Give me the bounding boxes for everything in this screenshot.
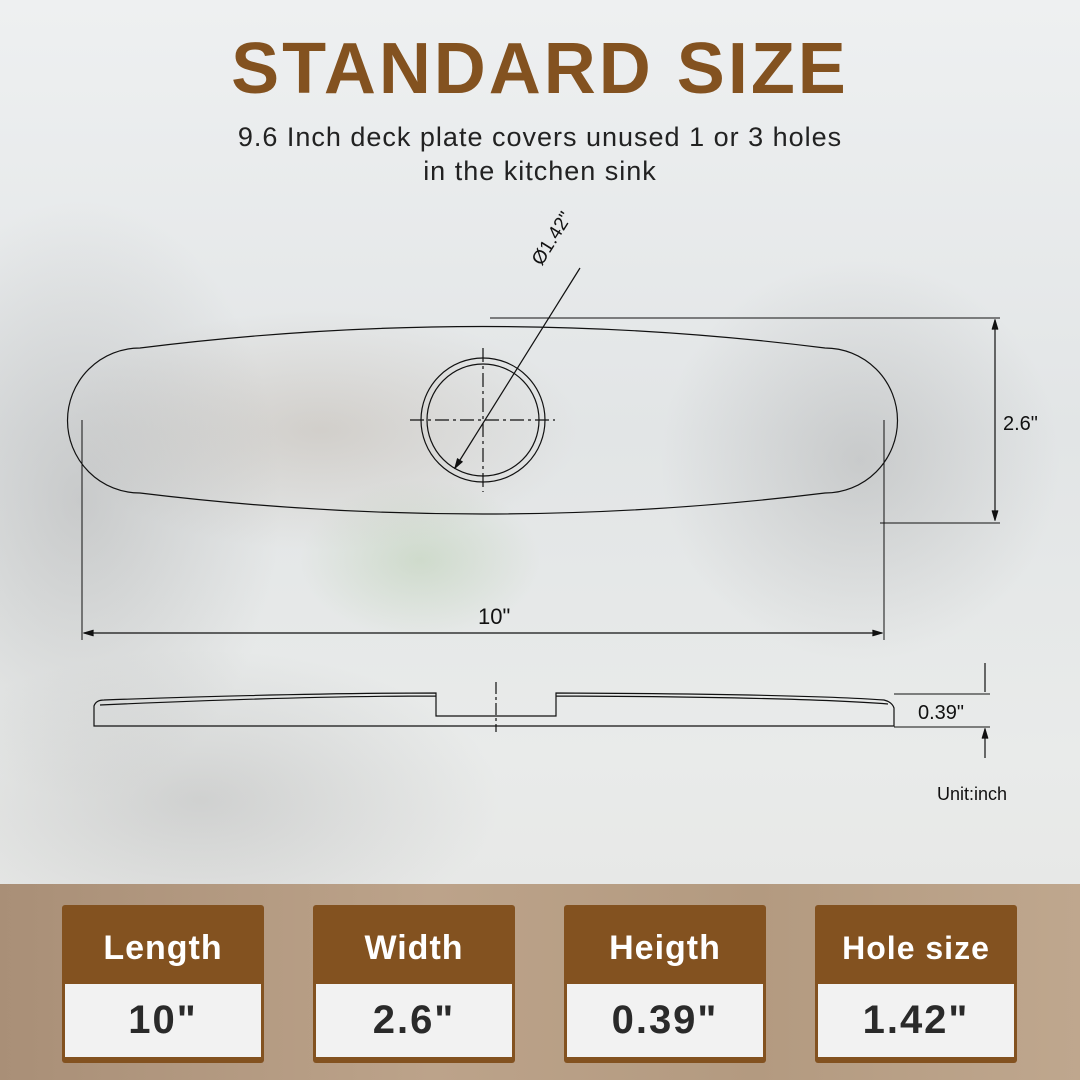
page-title: STANDARD SIZE bbox=[231, 29, 849, 109]
length-label: 10" bbox=[478, 604, 511, 629]
spec-value: 2.6" bbox=[316, 984, 512, 1057]
spec-card-width: Width 2.6" bbox=[313, 905, 515, 1063]
height-label: 0.39" bbox=[918, 702, 965, 724]
spec-card-length: Length 10" bbox=[62, 905, 264, 1063]
spec-label: Width bbox=[364, 929, 464, 967]
plate-outline-top-view bbox=[66, 325, 899, 515]
spec-label: Length bbox=[103, 929, 223, 967]
technical-drawing bbox=[66, 267, 1000, 758]
center-lines bbox=[410, 348, 555, 492]
spec-label: Heigth bbox=[609, 929, 721, 967]
subtitle-line-1: 9.6 Inch deck plate covers unused 1 or 3… bbox=[237, 122, 843, 152]
spec-card-height: Heigth 0.39" bbox=[564, 905, 766, 1063]
unit-label: Unit:inch bbox=[937, 784, 1008, 804]
subtitle-line-2: in the kitchen sink bbox=[423, 156, 657, 186]
hole-leader bbox=[455, 267, 581, 468]
subtitle: 9.6 Inch deck plate covers unused 1 or 3… bbox=[0, 120, 1080, 188]
plate-side-view bbox=[93, 692, 895, 727]
spec-value: 10" bbox=[65, 984, 261, 1057]
spec-value: 1.42" bbox=[818, 984, 1014, 1057]
width-label: 2.6" bbox=[1003, 413, 1038, 435]
spec-label: Hole size bbox=[842, 930, 990, 966]
spec-card-hole-size: Hole size 1.42" bbox=[815, 905, 1017, 1063]
spec-value: 0.39" bbox=[567, 984, 763, 1057]
